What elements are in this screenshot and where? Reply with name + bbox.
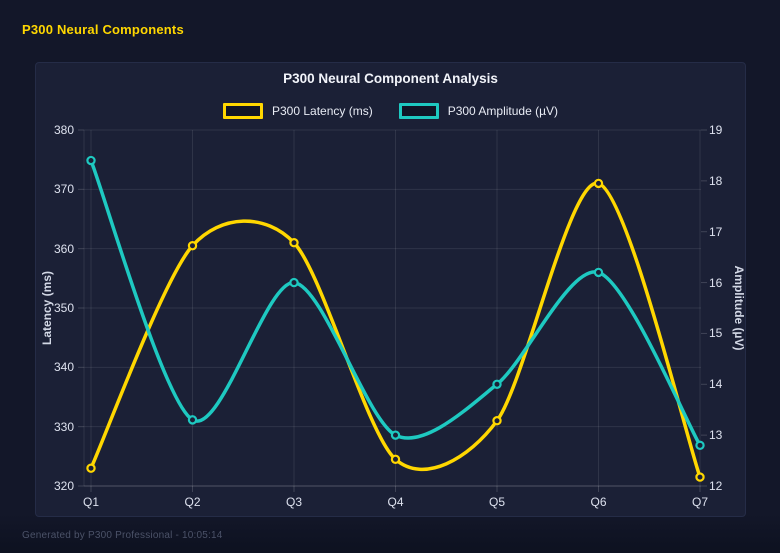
latency-data-point[interactable] xyxy=(695,472,705,482)
left-axis-tick-label: 370 xyxy=(53,182,74,197)
amplitude-data-point[interactable] xyxy=(390,430,401,440)
amplitude-data-point[interactable] xyxy=(289,277,299,288)
chart-title: P300 Neural Component Analysis xyxy=(283,71,498,86)
chart-panel xyxy=(35,62,746,517)
legend-item-latency[interactable]: P300 Latency (ms) xyxy=(222,103,373,119)
x-axis-tick-label: Q2 xyxy=(184,495,201,509)
right-axis-tick-label: 18 xyxy=(709,173,723,188)
right-axis-tick-label: 19 xyxy=(709,123,723,137)
legend-label-amplitude: P300 Amplitude (µV) xyxy=(447,104,559,118)
left-axis-tick-label: 380 xyxy=(53,123,74,137)
chart-legend: P300 Latency (ms) P300 Amplitude (µV) xyxy=(35,103,746,119)
legend-item-amplitude[interactable]: P300 Amplitude (µV) xyxy=(398,103,559,119)
latency-data-point[interactable] xyxy=(390,454,401,464)
amplitude-data-point[interactable] xyxy=(187,415,198,425)
right-axis-tick-label: 15 xyxy=(709,326,723,341)
x-axis-tick-label: Q5 xyxy=(488,495,505,509)
right-axis-tick-label: 12 xyxy=(709,479,723,493)
page-title: P300 Neural Components xyxy=(22,22,184,37)
x-axis-tick-label: Q4 xyxy=(387,495,404,509)
x-axis-tick-label: Q1 xyxy=(82,495,99,509)
latency-data-point[interactable] xyxy=(593,178,604,189)
left-axis-tick-label: 360 xyxy=(53,241,74,256)
right-axis-tick-label: 17 xyxy=(709,224,723,239)
right-axis-tick-label: 16 xyxy=(709,275,723,290)
amplitude-data-point[interactable] xyxy=(695,440,705,451)
left-axis-title: Latency (ms) xyxy=(40,270,54,346)
left-axis-tick-label: 330 xyxy=(53,419,74,434)
latency-swatch-icon xyxy=(222,103,263,119)
x-axis-tick-label: Q7 xyxy=(691,495,708,509)
right-axis-tick-label: 13 xyxy=(709,428,723,443)
amplitude-data-point[interactable] xyxy=(86,155,96,166)
latency-data-point[interactable] xyxy=(289,238,299,248)
latency-data-point[interactable] xyxy=(187,240,198,251)
latency-data-point[interactable] xyxy=(492,416,502,426)
right-axis-tick-label: 14 xyxy=(709,377,723,392)
left-axis-tick-label: 320 xyxy=(53,479,74,493)
amplitude-data-point[interactable] xyxy=(492,379,502,389)
x-axis-tick-label: Q6 xyxy=(590,495,607,509)
amplitude-swatch-icon xyxy=(398,103,439,119)
legend-label-latency: P300 Latency (ms) xyxy=(271,104,373,118)
left-axis-tick-label: 350 xyxy=(53,301,74,315)
amplitude-data-point[interactable] xyxy=(593,267,604,278)
x-axis-tick-label: Q3 xyxy=(285,495,302,509)
right-axis-title: Amplitude (µV) xyxy=(732,265,746,351)
latency-data-point[interactable] xyxy=(86,463,96,473)
footer-status-text: Generated by P300 Professional - 10:05:1… xyxy=(22,530,223,541)
left-axis-tick-label: 340 xyxy=(53,360,74,375)
